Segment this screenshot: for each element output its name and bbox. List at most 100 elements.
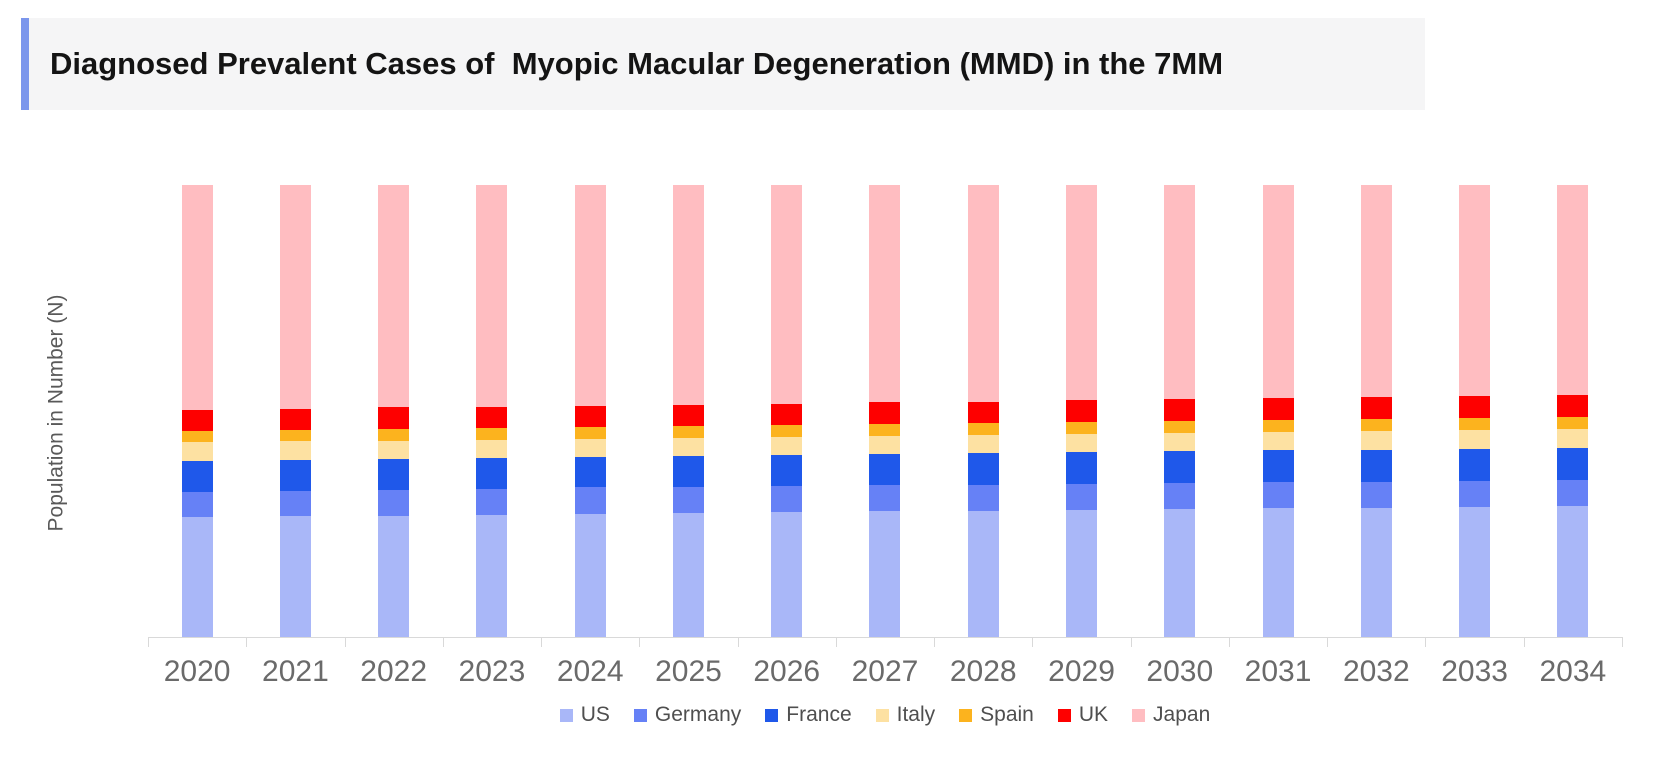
bar-segment-spain-2032[interactable] xyxy=(1360,419,1392,431)
bar-segment-japan-2028[interactable] xyxy=(967,185,999,402)
bar-segment-uk-2027[interactable] xyxy=(869,402,901,424)
bar-segment-france-2025[interactable] xyxy=(672,456,704,487)
bar-segment-uk-2024[interactable] xyxy=(574,406,606,427)
bar-segment-spain-2028[interactable] xyxy=(967,423,999,435)
bar-segment-france-2029[interactable] xyxy=(1066,452,1098,484)
bar-segment-germany-2025[interactable] xyxy=(672,487,704,513)
bar-segment-uk-2030[interactable] xyxy=(1164,399,1196,421)
bar-segment-germany-2026[interactable] xyxy=(771,486,803,512)
bar-segment-us-2027[interactable] xyxy=(869,511,901,637)
bar-segment-italy-2034[interactable] xyxy=(1557,429,1589,448)
bar-segment-italy-2024[interactable] xyxy=(574,439,606,457)
bar-segment-uk-2034[interactable] xyxy=(1557,395,1589,417)
bar-segment-italy-2023[interactable] xyxy=(476,440,508,458)
bar-segment-uk-2020[interactable] xyxy=(181,410,213,431)
bar-segment-spain-2029[interactable] xyxy=(1066,422,1098,434)
bar-segment-italy-2030[interactable] xyxy=(1164,433,1196,451)
bar-segment-spain-2027[interactable] xyxy=(869,424,901,436)
bar-segment-uk-2026[interactable] xyxy=(771,404,803,425)
stacked-bar-2028[interactable] xyxy=(967,185,999,637)
bar-segment-us-2020[interactable] xyxy=(181,517,213,637)
bar-segment-us-2029[interactable] xyxy=(1066,510,1098,637)
bar-segment-france-2033[interactable] xyxy=(1459,449,1491,481)
bar-segment-italy-2025[interactable] xyxy=(672,438,704,456)
stacked-bar-2022[interactable] xyxy=(378,185,410,637)
bar-segment-japan-2025[interactable] xyxy=(672,185,704,405)
bar-segment-us-2031[interactable] xyxy=(1262,508,1294,637)
stacked-bar-2023[interactable] xyxy=(476,185,508,637)
bar-segment-france-2023[interactable] xyxy=(476,458,508,489)
bar-segment-italy-2027[interactable] xyxy=(869,436,901,454)
bar-segment-japan-2034[interactable] xyxy=(1557,185,1589,395)
bar-segment-spain-2025[interactable] xyxy=(672,426,704,438)
bar-segment-japan-2032[interactable] xyxy=(1360,185,1392,397)
bar-segment-spain-2034[interactable] xyxy=(1557,417,1589,429)
legend-item-us[interactable]: US xyxy=(559,703,610,727)
bar-segment-italy-2026[interactable] xyxy=(771,437,803,455)
legend-item-germany[interactable]: Germany xyxy=(633,703,741,727)
legend-item-uk[interactable]: UK xyxy=(1057,703,1108,727)
bar-segment-germany-2024[interactable] xyxy=(574,487,606,514)
bar-segment-japan-2031[interactable] xyxy=(1262,185,1294,398)
bar-segment-uk-2028[interactable] xyxy=(967,402,999,423)
bar-segment-uk-2029[interactable] xyxy=(1066,400,1098,422)
bar-segment-germany-2034[interactable] xyxy=(1557,480,1589,506)
bar-segment-japan-2030[interactable] xyxy=(1164,185,1196,399)
bar-segment-france-2030[interactable] xyxy=(1164,451,1196,483)
bar-segment-uk-2033[interactable] xyxy=(1459,396,1491,418)
bar-segment-germany-2021[interactable] xyxy=(279,491,311,516)
bar-segment-italy-2029[interactable] xyxy=(1066,434,1098,452)
bar-segment-us-2022[interactable] xyxy=(378,516,410,637)
stacked-bar-2020[interactable] xyxy=(181,185,213,637)
bar-segment-france-2028[interactable] xyxy=(967,453,999,485)
bar-segment-japan-2023[interactable] xyxy=(476,185,508,407)
stacked-bar-2027[interactable] xyxy=(869,185,901,637)
bar-segment-france-2026[interactable] xyxy=(771,455,803,486)
bar-segment-italy-2028[interactable] xyxy=(967,435,999,453)
stacked-bar-2025[interactable] xyxy=(672,185,704,637)
stacked-bar-2026[interactable] xyxy=(771,185,803,637)
bar-segment-japan-2020[interactable] xyxy=(181,185,213,410)
bar-segment-uk-2025[interactable] xyxy=(672,405,704,426)
bar-segment-us-2021[interactable] xyxy=(279,516,311,637)
bar-segment-france-2027[interactable] xyxy=(869,454,901,485)
bar-segment-germany-2032[interactable] xyxy=(1360,482,1392,508)
bar-segment-spain-2021[interactable] xyxy=(279,430,311,441)
bar-segment-germany-2022[interactable] xyxy=(378,490,410,516)
bar-segment-us-2026[interactable] xyxy=(771,512,803,637)
stacked-bar-2021[interactable] xyxy=(279,185,311,637)
bar-segment-us-2023[interactable] xyxy=(476,515,508,637)
legend-item-france[interactable]: France xyxy=(765,703,852,727)
bar-segment-uk-2032[interactable] xyxy=(1360,397,1392,419)
bar-segment-germany-2020[interactable] xyxy=(181,492,213,517)
stacked-bar-2030[interactable] xyxy=(1164,185,1196,637)
bar-segment-japan-2027[interactable] xyxy=(869,185,901,402)
stacked-bar-2029[interactable] xyxy=(1066,185,1098,637)
bar-segment-us-2028[interactable] xyxy=(967,511,999,637)
bar-segment-germany-2030[interactable] xyxy=(1164,483,1196,509)
bar-segment-france-2024[interactable] xyxy=(574,457,606,487)
bar-segment-france-2032[interactable] xyxy=(1360,450,1392,482)
legend-item-japan[interactable]: Japan xyxy=(1132,703,1210,727)
bar-segment-us-2034[interactable] xyxy=(1557,506,1589,637)
bar-segment-italy-2022[interactable] xyxy=(378,441,410,459)
bar-segment-italy-2021[interactable] xyxy=(279,441,311,460)
bar-segment-spain-2020[interactable] xyxy=(181,431,213,442)
bar-segment-japan-2033[interactable] xyxy=(1459,185,1491,396)
bar-segment-spain-2022[interactable] xyxy=(378,429,410,441)
bar-segment-japan-2024[interactable] xyxy=(574,185,606,406)
bar-segment-japan-2029[interactable] xyxy=(1066,185,1098,400)
legend-item-italy[interactable]: Italy xyxy=(875,703,935,727)
bar-segment-france-2020[interactable] xyxy=(181,461,213,492)
stacked-bar-2034[interactable] xyxy=(1557,185,1589,637)
bar-segment-japan-2021[interactable] xyxy=(279,185,311,409)
bar-segment-italy-2031[interactable] xyxy=(1262,432,1294,450)
bar-segment-uk-2022[interactable] xyxy=(378,407,410,429)
bar-segment-spain-2026[interactable] xyxy=(771,425,803,437)
bar-segment-spain-2031[interactable] xyxy=(1262,420,1294,432)
bar-segment-us-2030[interactable] xyxy=(1164,509,1196,637)
stacked-bar-2032[interactable] xyxy=(1360,185,1392,637)
bar-segment-us-2024[interactable] xyxy=(574,514,606,637)
bar-segment-france-2031[interactable] xyxy=(1262,450,1294,482)
bar-segment-uk-2023[interactable] xyxy=(476,407,508,428)
